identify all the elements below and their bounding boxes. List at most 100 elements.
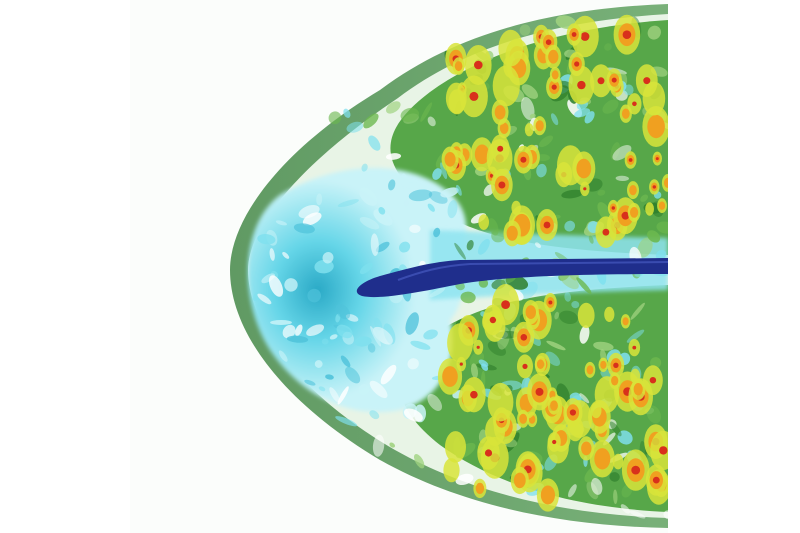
jet-highlight — [397, 261, 668, 281]
texture-swirl — [359, 262, 373, 275]
texture-swirl — [536, 163, 547, 178]
texture-swirl — [369, 380, 388, 399]
texture-swirl — [314, 360, 323, 368]
texture-swirl — [389, 442, 396, 448]
texture-swirl — [278, 350, 288, 362]
hot-spot — [491, 168, 513, 202]
hot-spot — [563, 398, 583, 427]
texture-swirl — [455, 473, 474, 486]
texture-swirl — [520, 97, 535, 120]
texture-swirl — [546, 340, 566, 351]
hot-spot — [627, 181, 639, 200]
texture-swirl — [408, 259, 415, 268]
texture-swirl — [429, 287, 446, 298]
texture-swirl — [477, 238, 490, 255]
texture-swirl — [400, 107, 420, 122]
hot-spot — [443, 458, 460, 483]
texture-swirl — [286, 335, 309, 343]
hot-spot — [536, 478, 559, 512]
texture-swirl — [322, 251, 334, 264]
texture-swirl — [433, 227, 441, 238]
texture-swirl — [399, 241, 411, 253]
hot-spot — [590, 402, 602, 419]
hot-spot — [503, 220, 521, 247]
jet — [356, 258, 668, 298]
hot-spot — [547, 432, 561, 452]
hot-spot — [437, 358, 463, 395]
hot-spot — [477, 436, 500, 470]
texture-swirl — [306, 324, 325, 337]
hot-spot — [547, 396, 561, 415]
texture-swirl — [647, 230, 661, 243]
texture-swirl — [615, 175, 629, 182]
texture-swirl — [637, 237, 653, 258]
texture-swirl — [591, 477, 603, 495]
texture-swirl — [307, 288, 321, 303]
texture-swirl — [545, 351, 561, 366]
texture-swirl — [343, 108, 351, 118]
texture-swirl — [295, 324, 303, 336]
texture-swirl — [388, 179, 396, 191]
hot-spot — [645, 202, 654, 216]
texture-swirl — [345, 366, 361, 384]
hot-spot — [577, 302, 595, 328]
hot-spot — [534, 355, 547, 373]
texture-swirl — [655, 249, 667, 260]
texture-swirl — [269, 248, 275, 261]
hot-spot — [527, 373, 552, 411]
texture-swirl — [282, 324, 296, 339]
texture-swirl — [612, 145, 632, 161]
texture-swirl — [298, 204, 320, 219]
texture-swirl — [337, 199, 359, 208]
hot-spot — [487, 382, 514, 422]
texture-swirl — [629, 510, 646, 519]
hot-spot — [448, 89, 466, 115]
texture-swirl — [521, 84, 538, 99]
hot-spot — [445, 431, 466, 463]
texture-swirl — [337, 386, 349, 405]
texture-swirl — [380, 364, 397, 385]
texture-swirl — [385, 153, 402, 160]
hot-spot — [621, 449, 650, 491]
texture-swirl — [470, 363, 479, 379]
texture-swirl — [568, 484, 577, 498]
texture-swirl — [414, 454, 425, 469]
hot-spot — [517, 354, 533, 379]
texture-swirl — [559, 310, 578, 325]
hot-spot — [607, 352, 625, 378]
hot-spot — [620, 314, 631, 329]
texture-swirl — [408, 189, 433, 202]
texture-swirl — [609, 472, 620, 482]
texture-swirl — [372, 434, 385, 457]
hot-spot — [657, 198, 667, 214]
hot-spot — [510, 466, 529, 495]
hot-spot — [628, 338, 641, 357]
texture-swirl — [455, 184, 462, 196]
texture-swirl — [346, 121, 364, 133]
texture-swirl — [432, 168, 442, 180]
texture-swirl — [630, 302, 645, 320]
hot-spot — [627, 202, 641, 222]
hot-spot — [566, 23, 582, 46]
hot-spot — [524, 123, 534, 137]
texture-swirl — [623, 84, 634, 96]
texture-swirl — [318, 386, 326, 392]
texture-swirl — [383, 323, 396, 345]
hot-spot — [492, 65, 520, 107]
texture-swirl — [275, 220, 288, 226]
hot-spot — [572, 151, 596, 186]
texture-swirl — [427, 203, 435, 212]
texture-swirl — [369, 410, 380, 420]
hot-spot — [498, 29, 523, 67]
texture-swirl — [386, 101, 401, 114]
texture-swirl — [579, 325, 590, 344]
texture-swirl — [440, 187, 459, 198]
flow-visualization — [230, 4, 668, 528]
hot-spot — [595, 216, 617, 248]
texture-swirl — [646, 405, 661, 424]
hot-spot — [522, 300, 539, 325]
texture-swirl — [550, 113, 559, 126]
texture-swirl — [597, 202, 612, 221]
texture-swirl — [420, 102, 433, 122]
